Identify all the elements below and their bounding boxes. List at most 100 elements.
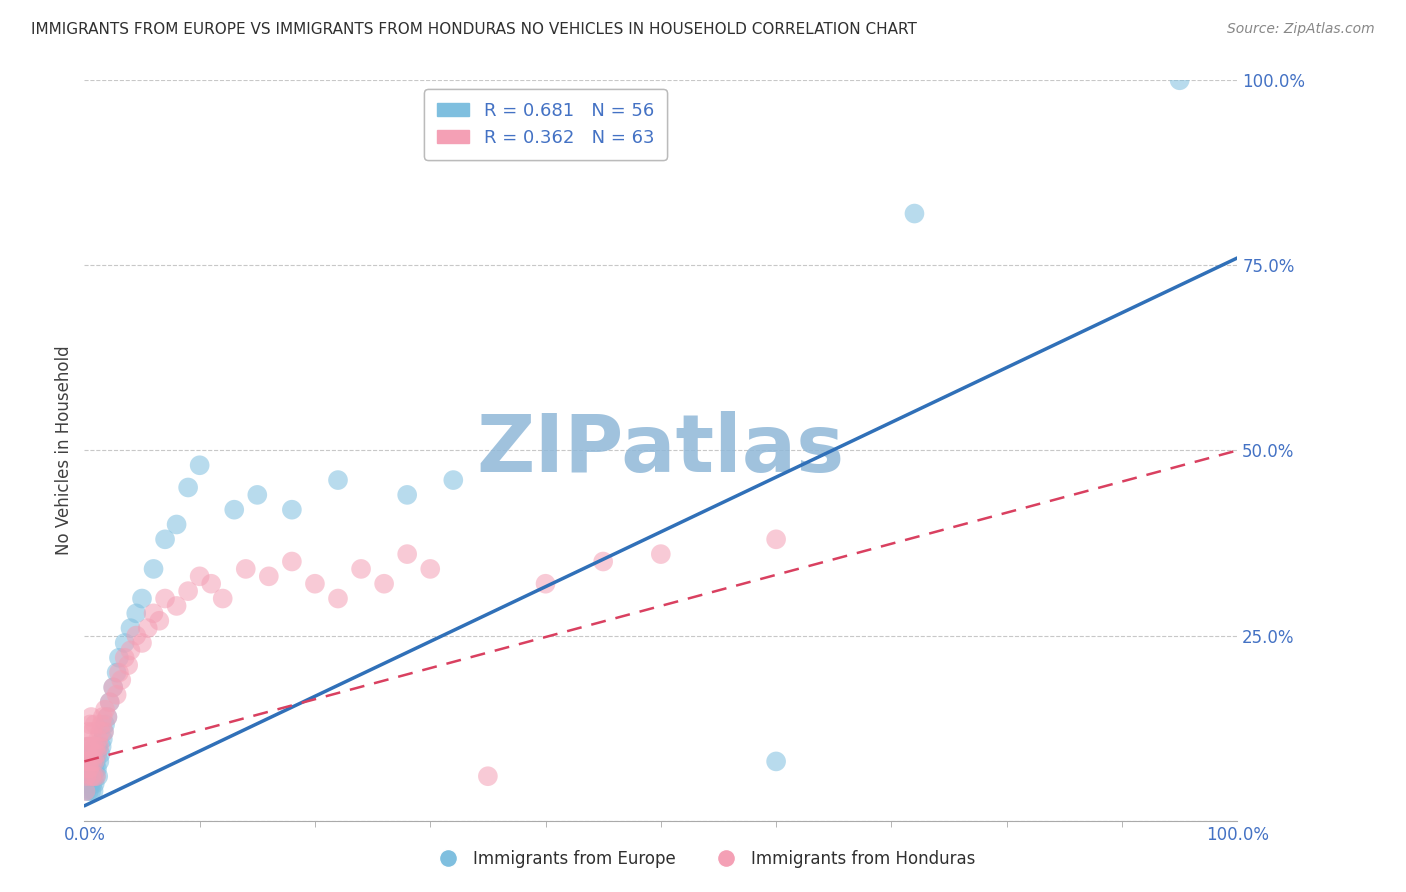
Point	[82, 755, 104, 769]
Point	[94, 703, 117, 717]
Point	[77, 784, 100, 798]
Point	[89, 724, 111, 739]
Point	[77, 762, 100, 776]
Point	[177, 584, 200, 599]
Point	[108, 665, 131, 680]
Point	[75, 784, 97, 798]
Point	[114, 636, 136, 650]
Point	[83, 717, 105, 731]
Point	[84, 755, 107, 769]
Point	[79, 755, 101, 769]
Point	[110, 673, 132, 687]
Point	[80, 769, 103, 783]
Point	[80, 784, 103, 798]
Point	[82, 776, 104, 791]
Point	[419, 562, 441, 576]
Point	[200, 576, 222, 591]
Point	[90, 739, 112, 754]
Point	[79, 717, 101, 731]
Point	[592, 555, 614, 569]
Point	[396, 488, 419, 502]
Point	[153, 533, 176, 547]
Point	[131, 591, 153, 606]
Point	[83, 769, 105, 783]
Point	[534, 576, 557, 591]
Point	[98, 695, 121, 709]
Point	[125, 628, 148, 642]
Point	[83, 762, 105, 776]
Point	[246, 488, 269, 502]
Point	[108, 650, 131, 665]
Point	[80, 710, 103, 724]
Point	[1168, 73, 1191, 87]
Point	[177, 480, 200, 494]
Point	[79, 776, 101, 791]
Point	[120, 643, 142, 657]
Point	[765, 533, 787, 547]
Point	[89, 755, 111, 769]
Point	[76, 784, 98, 798]
Point	[91, 710, 114, 724]
Point	[77, 739, 100, 754]
Point	[76, 724, 98, 739]
Point	[166, 517, 188, 532]
Point	[86, 747, 108, 761]
Point	[153, 591, 176, 606]
Point	[80, 747, 103, 761]
Point	[86, 747, 108, 761]
Point	[188, 458, 211, 473]
Point	[136, 621, 159, 635]
Point	[125, 607, 148, 621]
Point	[903, 206, 925, 220]
Point	[765, 755, 787, 769]
Point	[650, 547, 672, 561]
Point	[211, 591, 233, 606]
Point	[103, 681, 124, 695]
Point	[96, 710, 118, 724]
Point	[142, 562, 165, 576]
Point	[142, 607, 165, 621]
Point	[86, 762, 108, 776]
Point	[84, 769, 107, 783]
Point	[75, 769, 97, 783]
Point	[80, 762, 103, 776]
Point	[477, 769, 499, 783]
Point	[83, 739, 105, 754]
Point	[326, 591, 349, 606]
Point	[131, 636, 153, 650]
Point	[396, 547, 419, 561]
Legend: R = 0.681   N = 56, R = 0.362   N = 63: R = 0.681 N = 56, R = 0.362 N = 63	[425, 89, 666, 160]
Point	[75, 755, 97, 769]
Point	[93, 724, 115, 739]
Point	[257, 569, 280, 583]
Text: IMMIGRANTS FROM EUROPE VS IMMIGRANTS FROM HONDURAS NO VEHICLES IN HOUSEHOLD CORR: IMMIGRANTS FROM EUROPE VS IMMIGRANTS FRO…	[31, 22, 917, 37]
Point	[84, 769, 107, 783]
Point	[77, 762, 100, 776]
Point	[89, 739, 111, 754]
Point	[90, 717, 112, 731]
Point	[76, 739, 98, 754]
Point	[105, 665, 128, 680]
Point	[103, 681, 124, 695]
Point	[148, 614, 170, 628]
Point	[82, 769, 104, 783]
Point	[76, 739, 98, 754]
Point	[117, 658, 139, 673]
Point	[373, 576, 395, 591]
Point	[89, 747, 111, 761]
Point	[76, 776, 98, 791]
Point	[91, 732, 114, 747]
Point	[120, 621, 142, 635]
Point	[87, 732, 110, 747]
Point	[80, 739, 103, 754]
Point	[441, 473, 464, 487]
Point	[224, 502, 246, 516]
Point	[114, 650, 136, 665]
Point	[79, 755, 101, 769]
Point	[98, 695, 121, 709]
Point	[105, 688, 128, 702]
Point	[93, 724, 115, 739]
Point	[304, 576, 326, 591]
Point	[235, 562, 257, 576]
Point	[83, 784, 105, 798]
